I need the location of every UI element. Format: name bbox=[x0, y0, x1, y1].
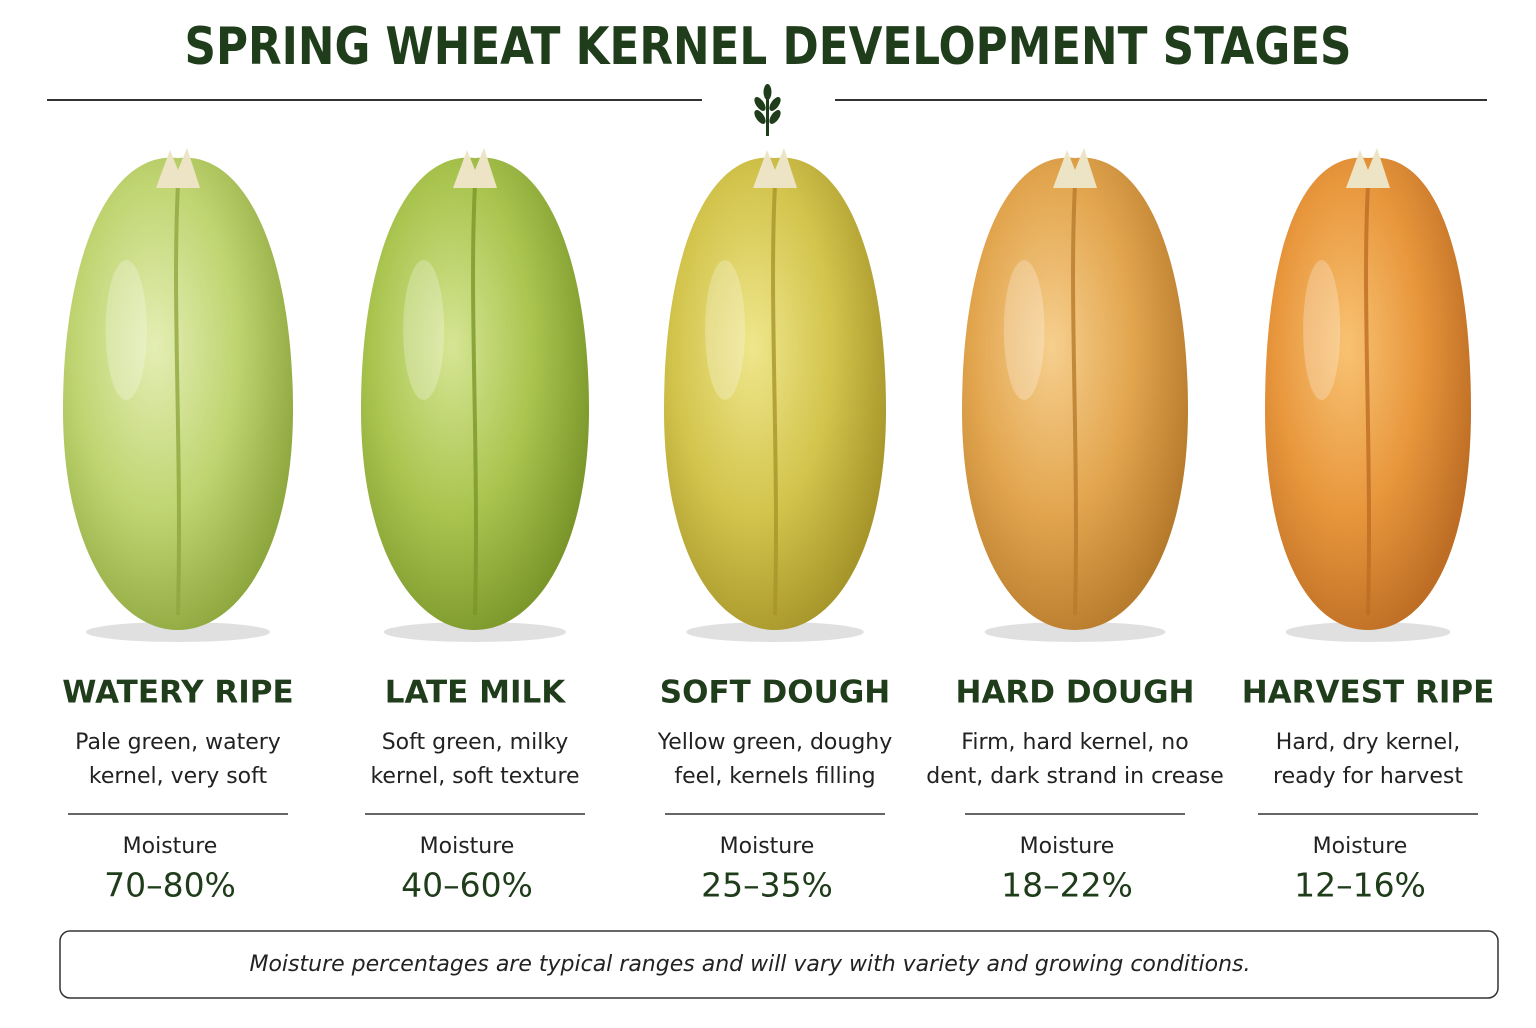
kernel-crease bbox=[1364, 184, 1371, 616]
moisture-label: Moisture bbox=[1020, 834, 1115, 859]
kernel-shadow bbox=[383, 622, 567, 642]
stage-name: HARVEST RIPE bbox=[1242, 675, 1495, 711]
wheat-icon bbox=[754, 84, 781, 136]
stage-description: Pale green, watery bbox=[75, 730, 281, 755]
moisture-label: Moisture bbox=[1313, 834, 1408, 859]
moisture-value: 70–80% bbox=[104, 866, 236, 905]
kernel-image bbox=[962, 148, 1188, 642]
kernel-image bbox=[361, 148, 589, 642]
kernel-tuft bbox=[1053, 148, 1097, 188]
stage-name: WATERY RIPE bbox=[62, 675, 293, 711]
kernel-tuft bbox=[1346, 148, 1390, 188]
stage-description: Hard, dry kernel, bbox=[1276, 730, 1460, 755]
stage-name: LATE MILK bbox=[385, 675, 567, 711]
kernel-highlight bbox=[403, 260, 445, 400]
stage-description: Soft green, milky bbox=[382, 730, 569, 755]
kernel-tuft bbox=[156, 148, 200, 188]
stage-name: HARD DOUGH bbox=[956, 675, 1195, 711]
stage-description: Firm, hard kernel, no bbox=[961, 730, 1188, 755]
kernel-highlight bbox=[705, 260, 746, 400]
stage-description: Yellow green, doughy bbox=[657, 730, 893, 755]
kernel-highlight bbox=[105, 260, 147, 400]
stage-description: ready for harvest bbox=[1273, 764, 1463, 789]
footnote-box bbox=[59, 930, 1499, 999]
moisture-value: 18–22% bbox=[1001, 866, 1133, 905]
kernel-crease bbox=[1071, 184, 1078, 616]
stage-name: SOFT DOUGH bbox=[660, 675, 890, 711]
stage-description: kernel, soft texture bbox=[370, 764, 579, 789]
stage-description: dent, dark strand in crease bbox=[926, 764, 1224, 789]
kernel-crease bbox=[174, 184, 181, 616]
moisture-value: 40–60% bbox=[401, 866, 533, 905]
stage-description: kernel, very soft bbox=[89, 764, 268, 789]
kernel-crease bbox=[771, 184, 778, 616]
kernel-highlight bbox=[1303, 260, 1341, 400]
kernel-crease bbox=[471, 184, 478, 616]
kernel-image bbox=[1265, 148, 1471, 642]
kernel-shadow bbox=[984, 622, 1166, 642]
stage-description: feel, kernels filling bbox=[674, 764, 875, 789]
title: SPRING WHEAT KERNEL DEVELOPMENT STAGES bbox=[185, 17, 1352, 77]
kernel-image bbox=[664, 148, 886, 642]
kernel-shadow bbox=[1285, 622, 1451, 642]
moisture-label: Moisture bbox=[720, 834, 815, 859]
kernel-image bbox=[63, 148, 293, 642]
moisture-value: 12–16% bbox=[1294, 866, 1426, 905]
footnote: Moisture percentages are typical ranges … bbox=[249, 952, 1250, 977]
moisture-label: Moisture bbox=[123, 834, 218, 859]
moisture-label: Moisture bbox=[420, 834, 515, 859]
kernel-shadow bbox=[686, 622, 864, 642]
kernel-tuft bbox=[753, 148, 797, 188]
kernel-shadow bbox=[86, 622, 270, 642]
kernel-tuft bbox=[453, 148, 497, 188]
kernel-highlight bbox=[1003, 260, 1045, 400]
moisture-value: 25–35% bbox=[701, 866, 833, 905]
